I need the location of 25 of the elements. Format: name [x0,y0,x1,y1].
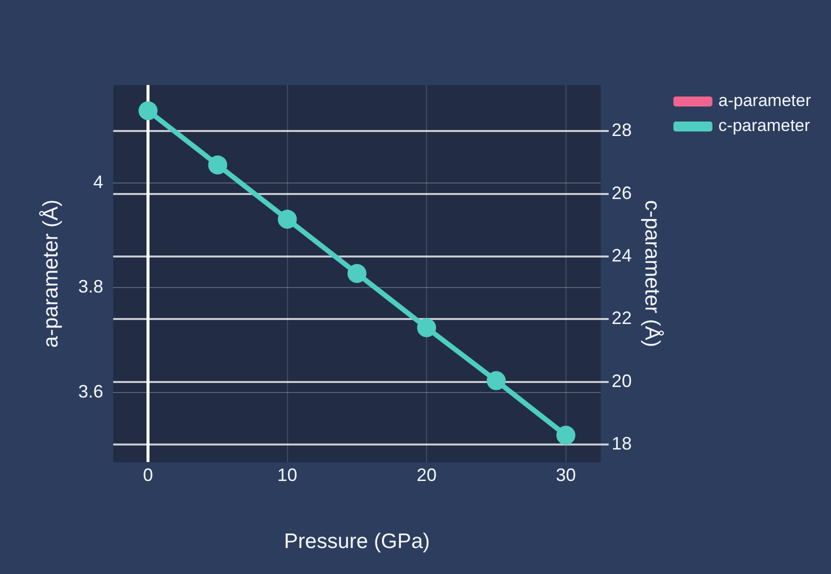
y-tick-label: 4 [93,172,104,192]
x-tick-label: 30 [556,464,576,485]
legend-label: a-parameter [718,91,812,110]
point [347,264,366,283]
y2-tick-label: 26 [612,182,632,203]
y2-tick-label: 24 [612,245,632,266]
point [208,155,228,174]
y-axis-title: a-parameter (Å) [38,199,62,348]
y-tick-label: 3.8 [78,276,104,297]
x-tick-label: 10 [277,464,298,485]
point [138,101,158,120]
y-tick-label: 3.6 [78,381,104,402]
y2-tick-label: 28 [612,120,632,140]
point [278,210,297,229]
y2-tick-label: 18 [612,434,632,454]
y2-tick-label: 22 [612,308,632,328]
point [556,426,576,445]
point [417,318,436,338]
point [486,371,506,390]
legend-label: c-parameter [718,116,810,136]
x-tick-label: 20 [416,464,437,485]
y2-axis-title: c-parameter (Å) [640,200,665,348]
y2-tick-label: 20 [612,370,632,391]
x-tick-label: 0 [143,464,154,485]
x-axis-title: Pressure (GPa) [284,530,430,554]
